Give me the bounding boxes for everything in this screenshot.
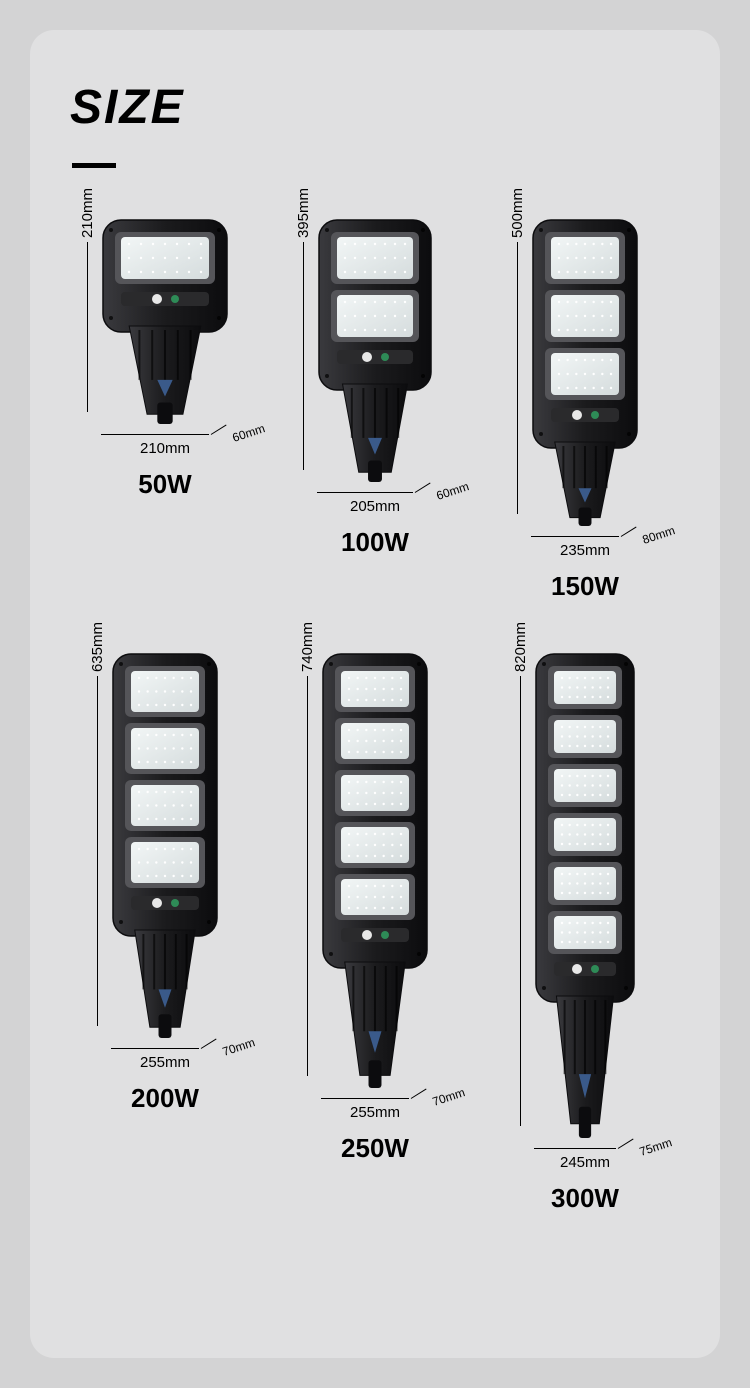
size-panel: SIZE 210mm 210mm 60mm 50W xyxy=(30,30,720,1358)
height-label: 820mm xyxy=(512,622,529,672)
width-measure: 255mm 70mm xyxy=(111,1048,219,1049)
height-line xyxy=(97,676,98,1026)
depth-label: 80mm xyxy=(640,523,676,547)
product-figure: 500mm xyxy=(531,218,639,530)
product-figure: 820mm xyxy=(534,652,636,1142)
width-line xyxy=(534,1148,616,1149)
depth-label: 60mm xyxy=(434,479,470,503)
lamp-icon xyxy=(111,652,219,1042)
height-label: 740mm xyxy=(299,622,316,672)
height-label: 500mm xyxy=(509,188,526,238)
width-label: 255mm xyxy=(350,1104,400,1121)
width-line xyxy=(317,492,413,493)
lamp-icon xyxy=(317,218,433,486)
width-line xyxy=(531,536,619,537)
wattage-label: 100W xyxy=(341,527,409,558)
height-measure: 820mm xyxy=(512,622,529,1126)
height-measure: 635mm xyxy=(89,622,106,1026)
height-line xyxy=(517,242,518,514)
width-label: 245mm xyxy=(560,1154,610,1171)
wattage-label: 150W xyxy=(551,571,619,602)
lamp-icon xyxy=(531,218,639,530)
height-line xyxy=(520,676,521,1126)
width-line xyxy=(321,1098,409,1099)
width-line xyxy=(101,434,209,435)
height-label: 210mm xyxy=(79,188,96,238)
wattage-label: 50W xyxy=(138,469,191,500)
width-measure: 205mm 60mm xyxy=(317,492,433,493)
width-label: 235mm xyxy=(560,542,610,559)
product-cell: 210mm 210mm 60mm 50W xyxy=(60,218,270,602)
product-grid: 210mm 210mm 60mm 50W 395mm xyxy=(60,178,690,1244)
title-underline xyxy=(72,163,116,168)
height-line xyxy=(307,676,308,1076)
product-cell: 500mm 235mm 80mm 150W xyxy=(480,218,690,602)
width-measure: 255mm 70mm xyxy=(321,1098,429,1099)
height-label: 635mm xyxy=(89,622,106,672)
height-measure: 395mm xyxy=(295,188,312,470)
height-line xyxy=(303,242,304,470)
height-measure: 500mm xyxy=(509,188,526,514)
width-measure: 235mm 80mm xyxy=(531,536,639,537)
product-figure: 740mm xyxy=(321,652,429,1092)
depth-label: 60mm xyxy=(230,421,266,445)
height-measure: 740mm xyxy=(299,622,316,1076)
product-figure: 635mm xyxy=(111,652,219,1042)
product-cell: 740mm 255mm 70mm 250W xyxy=(270,652,480,1214)
product-cell: 395mm 205mm 60mm 100W xyxy=(270,218,480,602)
width-measure: 245mm 75mm xyxy=(534,1148,636,1149)
height-measure: 210mm xyxy=(79,188,96,412)
height-label: 395mm xyxy=(295,188,312,238)
wattage-label: 300W xyxy=(551,1183,619,1214)
lamp-icon xyxy=(321,652,429,1092)
width-line xyxy=(111,1048,199,1049)
panel-title: SIZE xyxy=(70,80,690,135)
wattage-label: 250W xyxy=(341,1133,409,1164)
product-cell: 635mm 255mm 70mm 200W xyxy=(60,652,270,1214)
product-figure: 210mm xyxy=(101,218,229,428)
wattage-label: 200W xyxy=(131,1083,199,1114)
depth-label: 70mm xyxy=(430,1085,466,1109)
height-line xyxy=(87,242,88,412)
width-measure: 210mm 60mm xyxy=(101,434,229,435)
product-cell: 820mm 245mm 75mm 300W xyxy=(480,652,690,1214)
width-label: 205mm xyxy=(350,498,400,515)
depth-label: 70mm xyxy=(220,1035,256,1059)
width-label: 255mm xyxy=(140,1054,190,1071)
lamp-icon xyxy=(534,652,636,1142)
depth-label: 75mm xyxy=(637,1135,673,1159)
width-label: 210mm xyxy=(140,440,190,457)
product-figure: 395mm xyxy=(317,218,433,486)
lamp-icon xyxy=(101,218,229,428)
